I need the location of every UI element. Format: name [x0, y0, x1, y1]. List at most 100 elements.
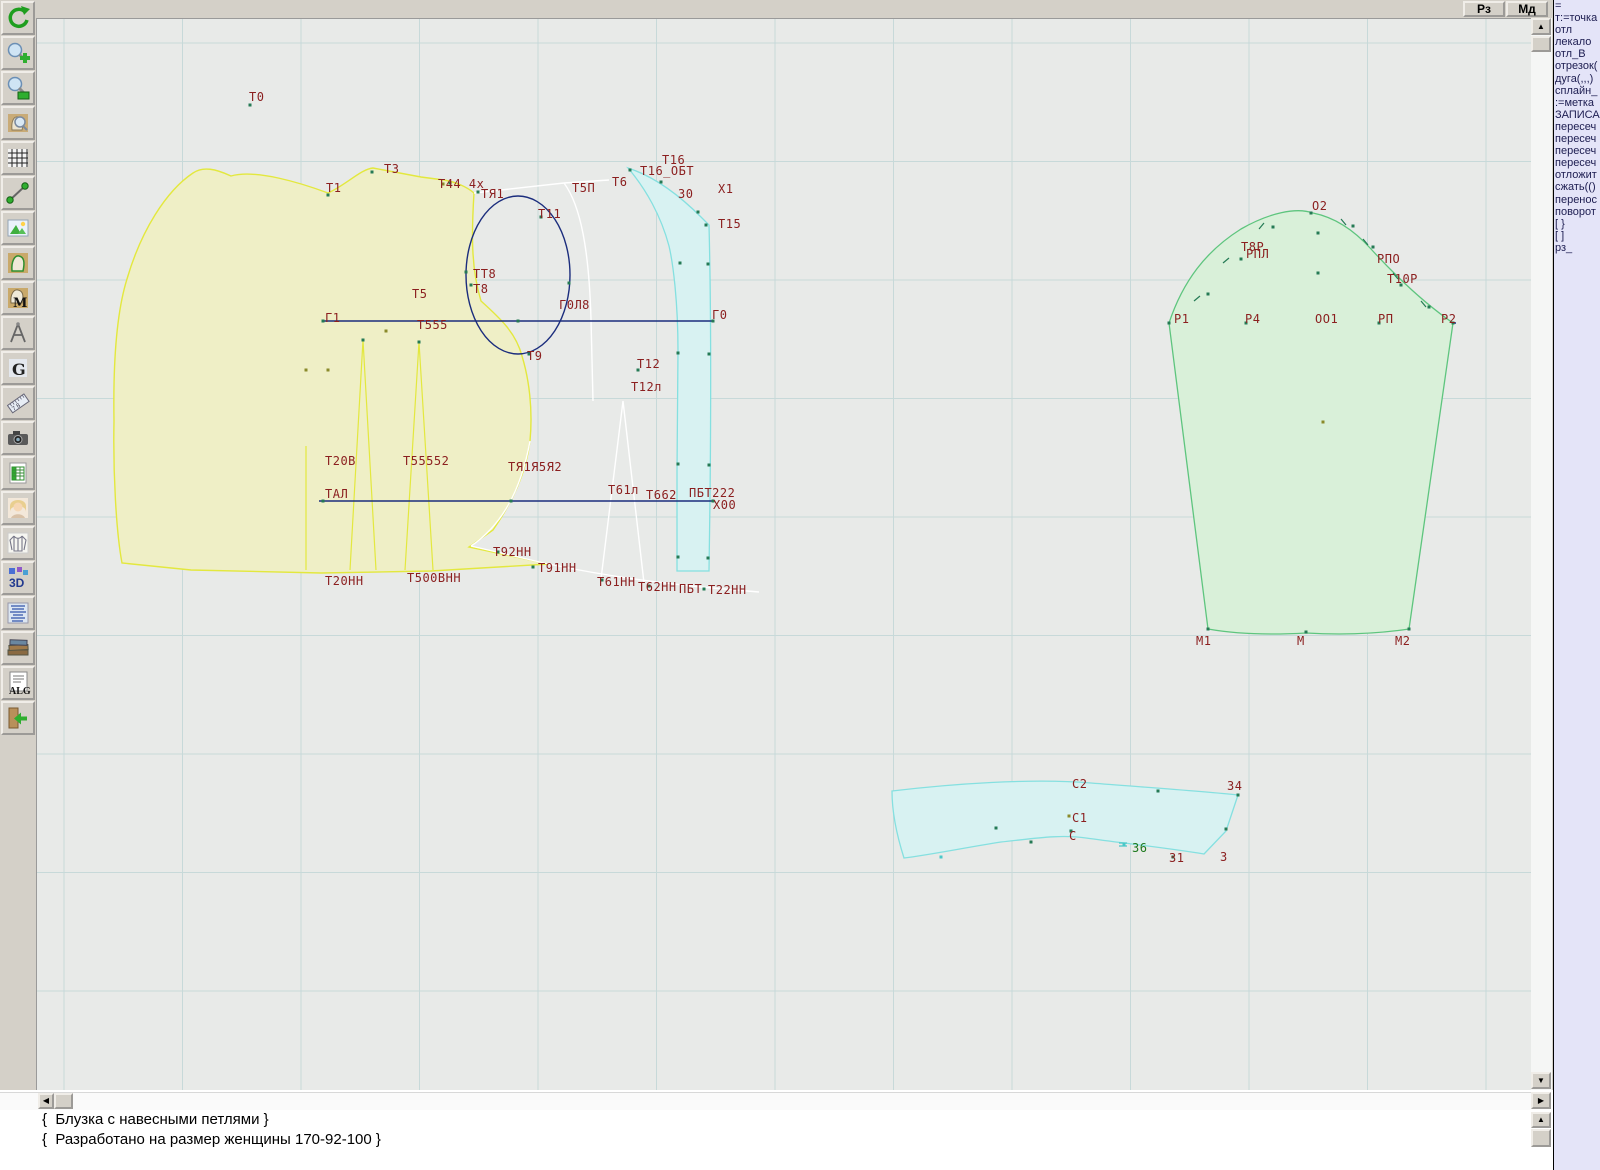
library-button[interactable] [1, 631, 35, 665]
command-item-5[interactable]: отрезок( [1555, 60, 1598, 73]
point-marker[interactable] [707, 463, 711, 467]
point-marker[interactable] [496, 550, 500, 554]
point-marker[interactable] [1244, 321, 1248, 325]
grading-button[interactable]: G [1, 351, 35, 385]
point-marker[interactable] [1171, 855, 1175, 859]
point-marker[interactable] [1029, 840, 1033, 844]
pattern-m-button[interactable]: M [1, 281, 35, 315]
point-marker[interactable] [659, 180, 663, 184]
point-marker[interactable] [1377, 321, 1381, 325]
command-item-17[interactable]: поворот [1555, 205, 1596, 218]
console-hscrollbar[interactable]: ◀ [0, 1092, 1531, 1110]
scroll-up-icon[interactable]: ▲ [1531, 18, 1551, 35]
text-list-button[interactable] [1, 596, 35, 630]
point-marker[interactable] [647, 584, 651, 588]
camera-button[interactable] [1, 421, 35, 455]
point-marker[interactable] [1309, 211, 1313, 215]
point-marker[interactable] [448, 181, 452, 185]
point-marker[interactable] [1427, 305, 1431, 309]
model-photo-button[interactable] [1, 491, 35, 525]
algorithm-button[interactable]: ALG [1, 666, 35, 700]
measure-button[interactable] [1, 176, 35, 210]
point-marker[interactable] [696, 210, 700, 214]
point-marker[interactable] [509, 499, 513, 503]
command-item-2[interactable]: отл [1555, 24, 1573, 37]
exit-button[interactable] [1, 701, 35, 735]
point-marker[interactable] [676, 462, 680, 466]
point-marker[interactable] [676, 555, 680, 559]
point-marker[interactable] [636, 368, 640, 372]
point-marker[interactable] [248, 103, 252, 107]
point-marker[interactable] [628, 168, 632, 172]
hscroll-thumb[interactable] [54, 1093, 73, 1109]
point-marker[interactable] [994, 826, 998, 830]
point-marker[interactable] [326, 193, 330, 197]
table-button[interactable] [1, 456, 35, 490]
scroll-down-icon[interactable]: ▼ [1531, 1072, 1551, 1089]
point-marker[interactable] [464, 270, 468, 274]
front-piece-lines[interactable] [470, 179, 760, 593]
point-marker[interactable] [516, 319, 520, 323]
point-marker[interactable] [321, 499, 325, 503]
image-button[interactable] [1, 211, 35, 245]
point-marker[interactable] [1451, 321, 1455, 325]
point-marker[interactable] [702, 587, 706, 591]
garment-button[interactable] [1, 526, 35, 560]
point-marker[interactable] [1067, 814, 1071, 818]
console-scroll-up-icon[interactable]: ▲ [1531, 1112, 1551, 1128]
point-marker[interactable] [678, 261, 682, 265]
point-marker[interactable] [711, 499, 715, 503]
point-marker[interactable] [361, 338, 365, 342]
point-marker[interactable] [321, 319, 325, 323]
command-item-10[interactable]: пересеч [1555, 120, 1597, 133]
view-3d-button[interactable]: 3D [1, 561, 35, 595]
command-item-16[interactable]: перенос [1555, 193, 1598, 206]
scroll-right-icon[interactable]: ▶ [1531, 1092, 1551, 1109]
command-item-6[interactable]: дуга(,,,) [1555, 72, 1594, 85]
command-item-9[interactable]: ЗАПИСА [1555, 108, 1600, 121]
pattern-button[interactable] [1, 246, 35, 280]
point-marker[interactable] [1206, 627, 1210, 631]
command-item-15[interactable]: сжать(() [1555, 181, 1596, 194]
point-marker[interactable] [1167, 321, 1171, 325]
point-marker[interactable] [711, 319, 715, 323]
bodice-piece[interactable] [113, 167, 550, 574]
facing-strip-piece[interactable] [626, 166, 712, 572]
point-marker[interactable] [384, 329, 388, 333]
canvas-vscrollbar[interactable]: ▲ ▼ [1531, 18, 1552, 1090]
command-item-19[interactable]: [ ] [1555, 229, 1565, 242]
point-marker[interactable] [1122, 842, 1126, 846]
point-marker[interactable] [304, 368, 308, 372]
point-marker[interactable] [1316, 231, 1320, 235]
point-marker[interactable] [527, 352, 531, 356]
command-item-4[interactable]: отл_В [1555, 48, 1586, 61]
undo-button[interactable] [1, 1, 35, 35]
point-marker[interactable] [567, 281, 571, 285]
point-marker[interactable] [531, 565, 535, 569]
point-marker[interactable] [469, 283, 473, 287]
point-marker[interactable] [1206, 292, 1210, 296]
command-item-0[interactable]: = [1555, 0, 1562, 12]
ruler-button[interactable]: 7 8 [1, 386, 35, 420]
point-marker[interactable] [1271, 225, 1275, 229]
point-marker[interactable] [1304, 630, 1308, 634]
command-item-12[interactable]: пересеч [1555, 145, 1597, 158]
command-item-14[interactable]: отложит [1555, 169, 1597, 182]
command-item-20[interactable]: рз_ [1555, 241, 1573, 254]
point-marker[interactable] [707, 352, 711, 356]
point-marker[interactable] [704, 223, 708, 227]
point-marker[interactable] [539, 215, 543, 219]
point-marker[interactable] [676, 351, 680, 355]
zoom-in-button[interactable] [1, 36, 35, 70]
command-item-13[interactable]: пересеч [1555, 157, 1597, 170]
point-marker[interactable] [1224, 827, 1228, 831]
point-marker[interactable] [1321, 420, 1325, 424]
point-marker[interactable] [939, 855, 943, 859]
command-item-3[interactable]: лекало [1555, 36, 1592, 49]
command-item-1[interactable]: т:=точка [1555, 12, 1598, 25]
point-marker[interactable] [1239, 257, 1243, 261]
point-marker[interactable] [441, 182, 445, 186]
point-marker[interactable] [600, 578, 604, 582]
point-marker[interactable] [1371, 245, 1375, 249]
